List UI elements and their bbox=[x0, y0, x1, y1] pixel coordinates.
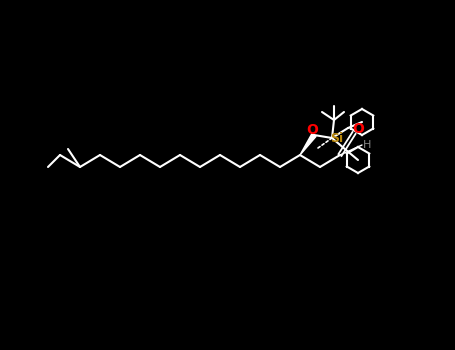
Text: H: H bbox=[363, 140, 371, 150]
Text: O: O bbox=[352, 122, 364, 136]
Text: O: O bbox=[306, 123, 318, 137]
Polygon shape bbox=[300, 134, 316, 155]
Text: Si: Si bbox=[330, 133, 344, 146]
